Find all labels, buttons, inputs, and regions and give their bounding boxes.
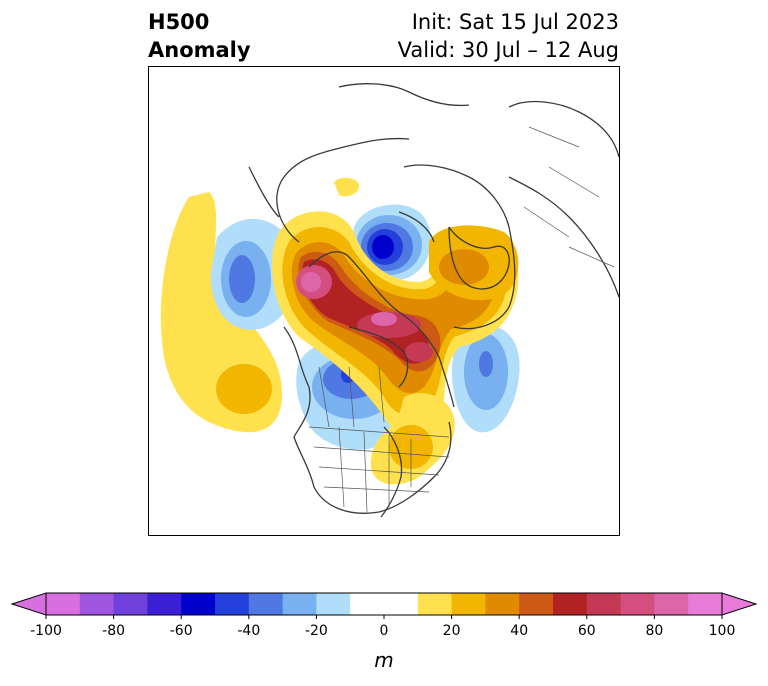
- colorbar-tick-label: -60: [170, 623, 193, 639]
- colorbar-bin: [282, 593, 317, 615]
- colorbar: -100 -80 -60 -40 -20 0 20 40 60 80 100: [0, 585, 768, 675]
- anomaly-map: [148, 66, 620, 536]
- init-date: Init: Sat 15 Jul 2023: [411, 10, 619, 34]
- colorbar-tick-label: 80: [645, 623, 663, 639]
- colorbar-bin: [620, 593, 655, 615]
- colorbar-bin: [688, 593, 723, 615]
- colorbar-bin: [316, 593, 351, 615]
- colorbar-tick-label: -40: [237, 623, 260, 639]
- colorbar-graphic: -100 -80 -60 -40 -20 0 20 40 60 80 100: [10, 592, 758, 639]
- colorbar-extend-min: [10, 592, 47, 616]
- siberia-positive-anomaly: [334, 177, 360, 197]
- map-canvas: [160, 83, 619, 518]
- map-title-left: H500 Anomaly: [148, 8, 251, 64]
- colorbar-bin: [79, 593, 115, 615]
- colorbar-tick-label: 100: [709, 623, 736, 639]
- colorbar-bin: [181, 593, 216, 615]
- colorbar-tick-label: -100: [30, 623, 62, 639]
- colorbar-bin: [417, 593, 453, 615]
- colorbar-bin: [113, 593, 148, 615]
- title-line-1: H500: [148, 10, 210, 34]
- colorbar-bin: [586, 593, 622, 615]
- colorbar-bin: [215, 593, 250, 615]
- colorbar-bin: [248, 593, 284, 615]
- valid-range: Valid: 30 Jul – 12 Aug: [397, 38, 619, 62]
- colorbar-bin: [147, 593, 182, 615]
- colorbar-bin: [46, 593, 81, 615]
- colorbar-bin: [384, 593, 419, 615]
- coastlines: [248, 83, 619, 518]
- colorbar-bin: [553, 593, 588, 615]
- colorbar-unit-label: m: [374, 648, 394, 672]
- map-title-right: Init: Sat 15 Jul 2023 Valid: 30 Jul – 12…: [398, 8, 619, 64]
- colorbar-tick-label: -20: [305, 623, 328, 639]
- colorbar-tick-label: 0: [380, 623, 389, 639]
- colorbar-bin: [654, 593, 689, 615]
- atlantic-negative-anomaly: [451, 325, 520, 433]
- colorbar-tick-label: 60: [578, 623, 596, 639]
- colorbar-tick-label: -80: [102, 623, 125, 639]
- colorbar-tick-label: 40: [510, 623, 528, 639]
- colorbar-bin: [519, 593, 554, 615]
- colorbar-extend-max: [721, 592, 758, 616]
- political-borders: [308, 126, 615, 513]
- colorbar-tick-label: 20: [443, 623, 461, 639]
- title-line-2: Anomaly: [148, 38, 251, 62]
- colorbar-bin: [451, 593, 486, 615]
- colorbar-bin: [485, 593, 520, 615]
- colorbar-bin: [350, 593, 385, 615]
- arctic-negative-anomaly: [353, 204, 432, 280]
